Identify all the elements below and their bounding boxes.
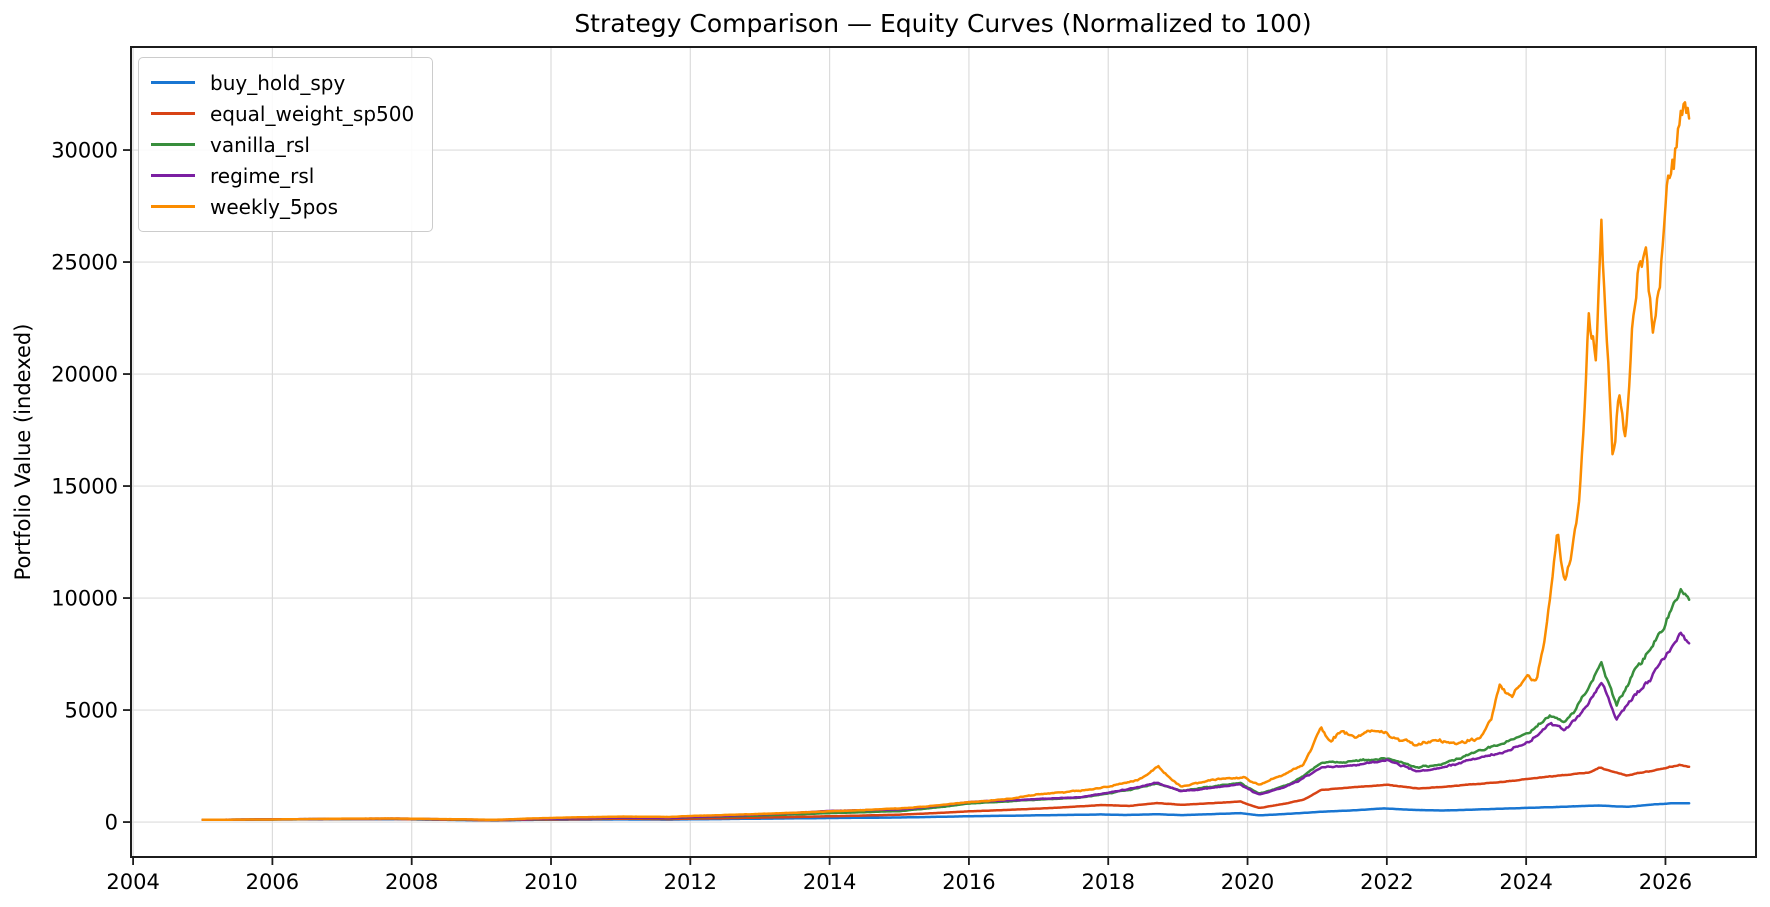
y-tick-label: 15000 [51,475,118,499]
series-line-regime_rsl [201,631,1691,822]
legend-item: equal_weight_sp500 [151,98,414,129]
legend-item: buy_hold_spy [151,67,414,98]
x-tick-label: 2020 [1221,870,1274,894]
x-tick-label: 2004 [106,870,159,894]
series-lines [201,101,1691,822]
legend-item: regime_rsl [151,160,414,191]
legend-item: vanilla_rsl [151,129,414,160]
y-tick-label: 10000 [51,587,118,611]
y-tick-label: 30000 [51,139,118,163]
legend-line-swatch [151,142,195,147]
legend-line-swatch [151,173,195,178]
y-tick-label: 0 [105,811,118,835]
grid [131,47,1756,857]
x-tick-label: 2024 [1499,870,1552,894]
series-line-weekly_5pos [201,101,1691,822]
x-tick-label: 2014 [803,870,856,894]
x-tick-label: 2012 [664,870,717,894]
legend: buy_hold_spy equal_weight_sp500 vanilla_rs… [138,57,434,232]
legend-line-swatch [151,80,195,85]
series-line-equal_weight_sp500 [201,763,1691,822]
legend-line-swatch [151,111,195,116]
legend-line-swatch [151,204,195,209]
x-tick-label: 2026 [1639,870,1692,894]
x-tick-label: 2022 [1360,870,1413,894]
x-tick-label: 2018 [1082,870,1135,894]
x-tick-label: 2008 [385,870,438,894]
x-tick-label: 2010 [524,870,577,894]
x-tick-label: 2016 [942,870,995,894]
axes: 2004 2006 2008 2010 2012 2014 2016 2018 2020 2022… [51,46,1757,894]
legend-label: weekly_5pos [210,194,339,219]
legend-label: vanilla_rsl [210,132,310,157]
legend-label: regime_rsl [210,163,315,188]
x-tick-label: 2006 [246,870,299,894]
y-tick-label: 20000 [51,363,118,387]
y-tick-label: 25000 [51,251,118,275]
chart-title: Strategy Comparison — Equity Curves (Nor… [574,9,1311,38]
legend-item: weekly_5pos [151,191,414,222]
y-tick-label: 5000 [65,699,118,723]
legend-label: equal_weight_sp500 [210,101,415,126]
y-axis-label: Portfolio Value (indexed) [11,324,35,581]
legend-label: buy_hold_spy [210,70,346,95]
